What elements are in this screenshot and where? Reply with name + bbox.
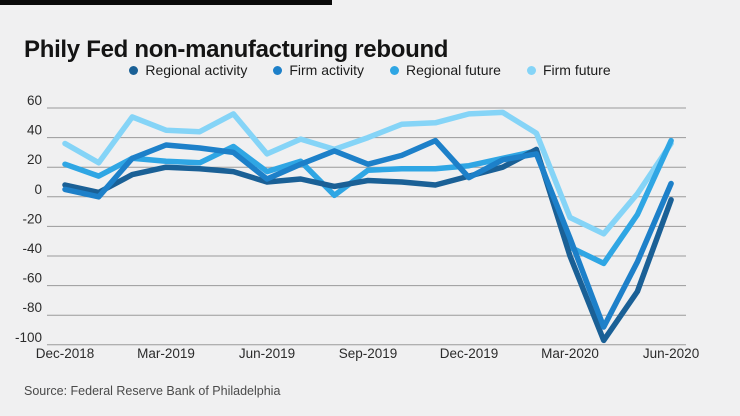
source-attribution: Source: Federal Reserve Bank of Philadel… (24, 384, 281, 398)
legend-item-firm-future: Firm future (526, 62, 611, 78)
legend-dot-icon (389, 65, 399, 75)
series-line-firm-activity (62, 137, 674, 330)
y-tick-label: 60 (27, 93, 42, 108)
y-tick-label: -80 (22, 300, 42, 315)
legend-item-firm-activity: Firm activity (273, 62, 364, 78)
legend-dot-icon (273, 65, 283, 75)
legend-label: Regional activity (145, 62, 248, 78)
y-tick-label: 0 (34, 182, 42, 197)
legend-item-regional-future: Regional future (389, 62, 501, 78)
x-tick-label: Mar-2019 (137, 346, 195, 361)
legend-dot-icon (526, 65, 536, 75)
series-line-regional-activity (62, 146, 674, 344)
series-line-regional-future (62, 137, 674, 267)
legend-label: Firm activity (289, 62, 364, 78)
top-progress-bar (0, 0, 332, 5)
y-tick-label: -100 (15, 330, 42, 345)
y-tick-label: 20 (27, 152, 42, 167)
y-tick-label: -60 (22, 271, 42, 286)
legend-label: Regional future (405, 62, 501, 78)
legend: Regional activity Firm activity Regional f… (0, 62, 740, 78)
x-tick-label: Mar-2020 (541, 346, 599, 361)
x-tick-label: Jun-2020 (643, 346, 699, 361)
chart-title: Phily Fed non-manufacturing rebound (24, 36, 449, 64)
y-tick-label: -20 (22, 211, 42, 226)
legend-label: Firm future (542, 62, 611, 78)
x-tick-label: Dec-2019 (440, 346, 499, 361)
legend-dot-icon (129, 65, 139, 75)
legend-item-regional-activity: Regional activity (129, 62, 247, 78)
x-tick-label: Jun-2019 (239, 346, 295, 361)
y-tick-label: -40 (22, 241, 42, 256)
series-line-firm-future (62, 109, 674, 237)
y-tick-label: 40 (27, 123, 42, 138)
x-tick-label: Sep-2019 (339, 346, 398, 361)
x-tick-label: Dec-2018 (36, 346, 95, 361)
